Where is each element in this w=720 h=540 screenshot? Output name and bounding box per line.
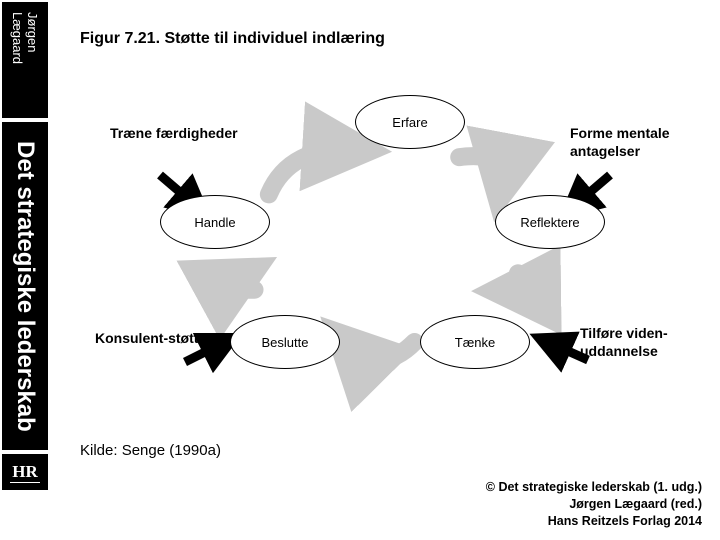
footer-line1: © Det strategiske lederskab (1. udg.) <box>486 479 702 496</box>
content-area: Figur 7.21. Støtte til individuel indlær… <box>60 0 720 540</box>
sidebar-logo-text: HR <box>10 462 40 483</box>
node-reflektere: Reflektere <box>495 195 605 249</box>
footer-line3: Hans Reitzels Forlag 2014 <box>486 513 702 530</box>
figure-source: Kilde: Senge (1990a) <box>80 442 221 459</box>
sidebar: Jørgen Lægaard Det strategiske lederskab… <box>0 0 50 540</box>
sidebar-author: Jørgen Lægaard <box>2 2 48 118</box>
footer: © Det strategiske lederskab (1. udg.) Jø… <box>486 479 702 530</box>
cycle-diagram: ErfareReflektereTænkeBeslutteHandleTræne… <box>80 70 700 430</box>
figure-title: Figur 7.21. Støtte til individuel indlær… <box>80 30 385 48</box>
sidebar-title: Det strategiske lederskab <box>2 122 48 450</box>
node-taenke: Tænke <box>420 315 530 369</box>
node-erfare: Erfare <box>355 95 465 149</box>
node-handle: Handle <box>160 195 270 249</box>
sidebar-logo: HR <box>2 454 48 490</box>
node-beslutte: Beslutte <box>230 315 340 369</box>
footer-line2: Jørgen Lægaard (red.) <box>486 496 702 513</box>
